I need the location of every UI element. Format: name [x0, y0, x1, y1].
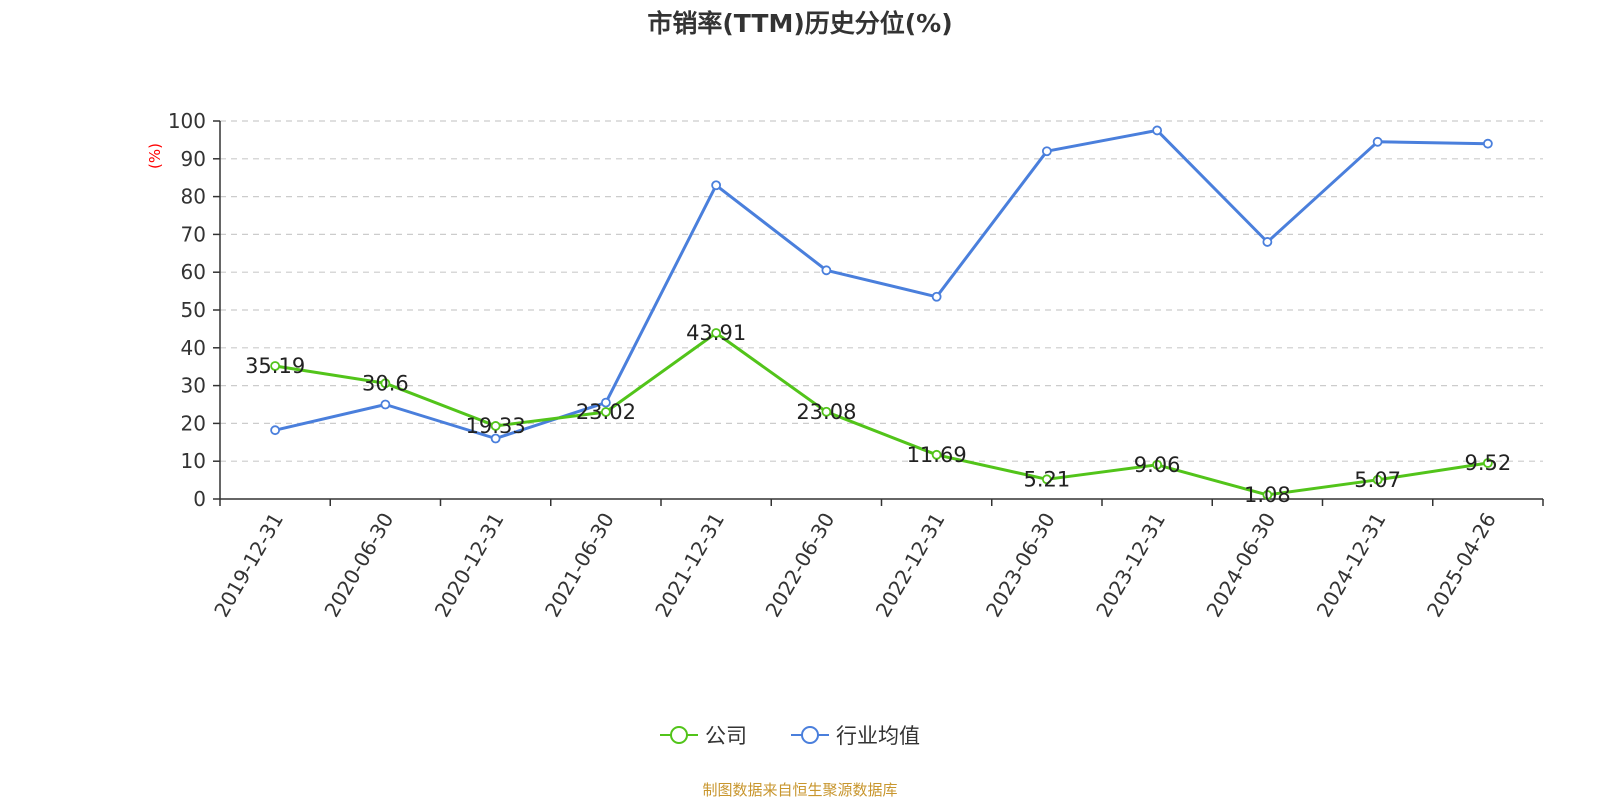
data-point-company: [1482, 458, 1493, 468]
x-tick-label: 2024-06-30: [1201, 509, 1280, 622]
legend: 公司 行业均值: [0, 720, 1600, 748]
series-line-company: [274, 331, 1489, 497]
x-tick-label: 2024-12-31: [1312, 509, 1391, 622]
y-tick-label: 30: [181, 374, 206, 398]
x-tick-label: 2021-06-30: [540, 509, 619, 622]
data-label: 43.91: [686, 321, 746, 345]
y-tick-label: 0: [193, 487, 206, 511]
x-tick-label: 2020-06-30: [319, 509, 398, 622]
data-point-company: [1041, 474, 1052, 485]
y-tick-label: 50: [181, 298, 206, 322]
y-axis-label: (%): [146, 143, 164, 169]
data-point-company: [1262, 490, 1273, 500]
data-labels: 35.19 30.6 19.33 23.02 43.91 23.08 11.69 5.21 9.…: [245, 321, 1511, 507]
data-point-industry: [1262, 237, 1273, 247]
x-tick-label: 2020-12-31: [430, 509, 509, 622]
data-point-industry: [380, 399, 391, 410]
data-label: 23.02: [576, 400, 636, 424]
legend-marker-industry-icon: [791, 726, 829, 744]
data-point-industry: [490, 433, 501, 444]
x-tick-label: 2019-12-31: [209, 509, 288, 622]
data-point-company: [1152, 459, 1163, 470]
data-point-industry: [1152, 125, 1163, 136]
data-point-company: [931, 449, 942, 460]
data-point-company: [1372, 474, 1383, 485]
legend-marker-company-icon: [660, 726, 698, 744]
data-label: 30.6: [362, 371, 409, 395]
x-tick-label: 2023-12-31: [1091, 509, 1170, 622]
data-label: 5.21: [1023, 467, 1070, 491]
data-point-industry: [270, 425, 281, 436]
y-tick-label: 100: [168, 109, 206, 133]
data-label: 1.08: [1244, 483, 1291, 507]
y-axis-ticks: 0 10 20 30 40 50 60 70 80 90 100: [168, 109, 220, 511]
y-tick-label: 20: [181, 411, 206, 435]
data-point-company: [380, 378, 391, 389]
y-tick-label: 90: [181, 147, 206, 171]
x-tick-label: 2021-12-31: [650, 509, 729, 622]
data-label: 9.52: [1464, 451, 1511, 475]
data-label: 11.69: [907, 443, 967, 467]
data-point-company: [490, 421, 501, 431]
x-tick-label: 2022-12-31: [871, 509, 950, 622]
legend-label-company: 公司: [705, 724, 747, 748]
y-tick-label: 80: [181, 185, 206, 209]
legend-label-industry: 行业均值: [836, 724, 920, 748]
x-tick-label: 2025-04-26: [1422, 509, 1501, 622]
y-tick-label: 70: [181, 222, 206, 246]
data-point-industry: [1372, 136, 1383, 147]
gridlines: [220, 120, 1543, 462]
y-tick-label: 40: [181, 336, 206, 360]
data-point-industry: [600, 397, 611, 408]
data-label: 23.08: [796, 400, 856, 424]
data-point-industry: [931, 291, 942, 302]
y-tick-label: 10: [181, 449, 206, 473]
data-label: 19.33: [466, 414, 526, 438]
data-source-note: 制图数据来自恒生聚源数据库: [702, 781, 898, 799]
data-label: 5.07: [1354, 468, 1401, 492]
x-tick-label: 2022-06-30: [760, 509, 839, 622]
data-label: 9.06: [1134, 453, 1181, 477]
data-point-industry: [711, 180, 722, 191]
data-point-industry: [821, 265, 832, 276]
data-point-company: [270, 361, 281, 371]
x-tick-label: 2023-06-30: [981, 509, 1060, 622]
y-tick-label: 60: [181, 260, 206, 284]
data-point-industry: [1041, 146, 1052, 157]
series-lines: [274, 128, 1489, 497]
data-point-company: [821, 406, 832, 417]
series-line-industry: [274, 128, 1488, 440]
data-label: 35.19: [245, 354, 305, 378]
data-point-company: [600, 407, 611, 417]
data-point-company: [711, 328, 722, 338]
x-axis-ticks: 2019-12-31 2020-06-30 2020-12-31 2021-06-30…: [209, 499, 1544, 622]
data-point-industry: [1482, 138, 1493, 149]
chart-title: 市销率(TTM)历史分位(%): [647, 9, 953, 38]
series-points: [270, 125, 1493, 500]
